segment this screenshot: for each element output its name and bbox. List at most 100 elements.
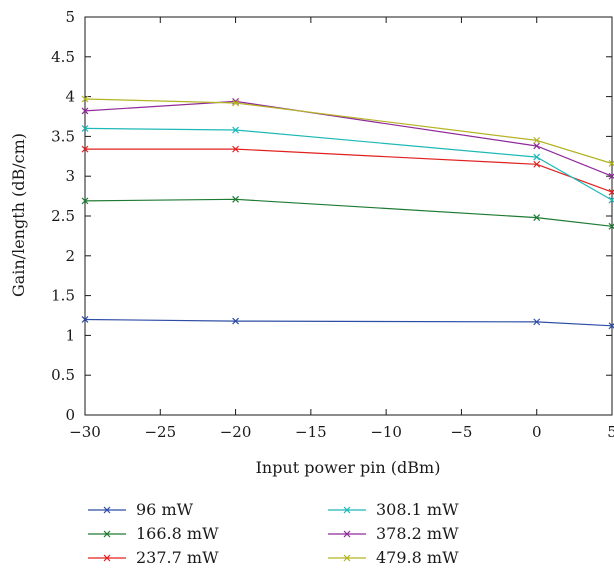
- legend-label: 479.8 mW: [376, 548, 459, 567]
- data-point: [232, 99, 239, 107]
- y-tick-label: 0.5: [51, 366, 75, 384]
- series-line: [84, 98, 613, 165]
- series-2: [81, 195, 614, 230]
- y-tick-label: 5: [65, 8, 75, 26]
- x-tick-label: 5: [607, 423, 614, 441]
- data-point: [608, 160, 614, 167]
- data-point: [81, 316, 89, 323]
- x-marker-stroke: [81, 95, 89, 103]
- data-point: [608, 322, 614, 330]
- data-point: [81, 145, 89, 153]
- series-line: [84, 318, 613, 327]
- legend-label: 166.8 mW: [136, 524, 219, 543]
- series-6: [81, 95, 614, 167]
- x-axis-title: Input power pin (dBm): [256, 458, 441, 477]
- legend-marker: [103, 554, 111, 562]
- x-marker-stroke: [343, 530, 351, 538]
- data-point: [533, 153, 541, 161]
- x-marker-stroke: [103, 506, 111, 514]
- x-marker-stroke: [608, 322, 614, 330]
- x-marker-stroke: [103, 530, 111, 538]
- plot-border: [84, 16, 613, 416]
- x-marker-stroke: [232, 99, 239, 107]
- data-point: [232, 126, 239, 134]
- x-marker-stroke: [81, 107, 89, 115]
- x-tick-label: −5: [450, 423, 472, 441]
- x-tick-label: −15: [295, 423, 327, 441]
- data-point: [533, 318, 541, 326]
- data-point: [608, 172, 614, 180]
- x-marker-stroke: [533, 153, 541, 161]
- x-marker-stroke: [81, 197, 89, 205]
- x-marker-stroke: [608, 160, 614, 167]
- x-marker-stroke: [608, 223, 614, 230]
- data-point: [81, 197, 89, 205]
- data-point: [232, 145, 239, 153]
- legend-item: 237.7 mW: [88, 548, 219, 567]
- data-point: [81, 107, 89, 115]
- legend-item: 378.2 mW: [328, 524, 459, 543]
- x-marker-stroke: [103, 554, 111, 562]
- y-tick-label: 4: [65, 88, 75, 106]
- series-line: [85, 148, 613, 193]
- legend-label: 237.7 mW: [136, 548, 219, 567]
- data-point: [533, 136, 541, 144]
- y-tick-label: 4.5: [51, 48, 75, 66]
- y-axis-title: Gain/length (dB/cm): [9, 133, 28, 297]
- x-marker-stroke: [608, 173, 614, 180]
- x-marker-stroke: [232, 195, 239, 203]
- legend-marker: [103, 530, 111, 538]
- data-point: [608, 222, 614, 230]
- series-line: [84, 100, 613, 177]
- data-point: [608, 196, 614, 204]
- data-point: [81, 95, 89, 103]
- x-marker-stroke: [533, 160, 541, 168]
- x-tick-label: −10: [370, 423, 402, 441]
- y-tick-label: 0: [65, 406, 75, 424]
- data-point: [232, 195, 239, 203]
- legend-item: 166.8 mW: [88, 524, 219, 543]
- y-tick-label: 2: [65, 247, 75, 265]
- x-tick-label: −25: [144, 423, 176, 441]
- x-tick-label: 0: [532, 423, 542, 441]
- x-marker-stroke: [608, 189, 614, 196]
- x-marker-stroke: [533, 142, 541, 150]
- x-marker-stroke: [533, 214, 541, 222]
- legend-item: 479.8 mW: [328, 548, 459, 567]
- x-marker-stroke: [343, 506, 351, 514]
- series-layer: [81, 95, 614, 330]
- x-marker-stroke: [232, 126, 239, 134]
- x-marker-stroke: [343, 554, 351, 562]
- series-3: [81, 145, 614, 196]
- y-axis: 0 0.5 1 1.5 2 2.5 3 3.5 4 4.5 5: [51, 8, 612, 424]
- legend-label: 96 mW: [136, 500, 194, 519]
- data-point: [608, 188, 614, 196]
- legend-marker: [343, 506, 351, 514]
- legend-marker: [103, 506, 111, 514]
- x-marker-stroke: [533, 318, 541, 326]
- y-tick-label: 2.5: [51, 207, 75, 225]
- series-line: [84, 127, 613, 201]
- legend-label: 308.1 mW: [376, 500, 459, 519]
- data-point: [533, 142, 541, 150]
- y-tick-label: 1: [65, 326, 75, 344]
- data-point: [232, 317, 239, 325]
- x-axis: −30 −25 −20 −15 −10 −5 0 5: [69, 17, 614, 441]
- x-marker-stroke: [81, 145, 89, 153]
- series-4: [81, 125, 614, 204]
- legend-marker: [343, 554, 351, 562]
- y-tick-label: 3: [65, 167, 75, 185]
- y-tick-label: 1.5: [51, 287, 75, 305]
- legend-label: 378.2 mW: [376, 524, 459, 543]
- legend: 96 mW 166.8 mW 237.7 mW 308.1 mW 378.2 mW 479…: [88, 500, 459, 567]
- x-marker-stroke: [232, 317, 239, 325]
- x-marker-stroke: [533, 136, 541, 144]
- legend-marker: [343, 530, 351, 538]
- legend-item: 308.1 mW: [328, 500, 459, 519]
- x-marker-stroke: [81, 125, 89, 132]
- x-marker-stroke: [608, 197, 614, 204]
- series-1: [81, 316, 614, 330]
- x-marker-stroke: [81, 316, 89, 323]
- x-marker-stroke: [232, 145, 239, 153]
